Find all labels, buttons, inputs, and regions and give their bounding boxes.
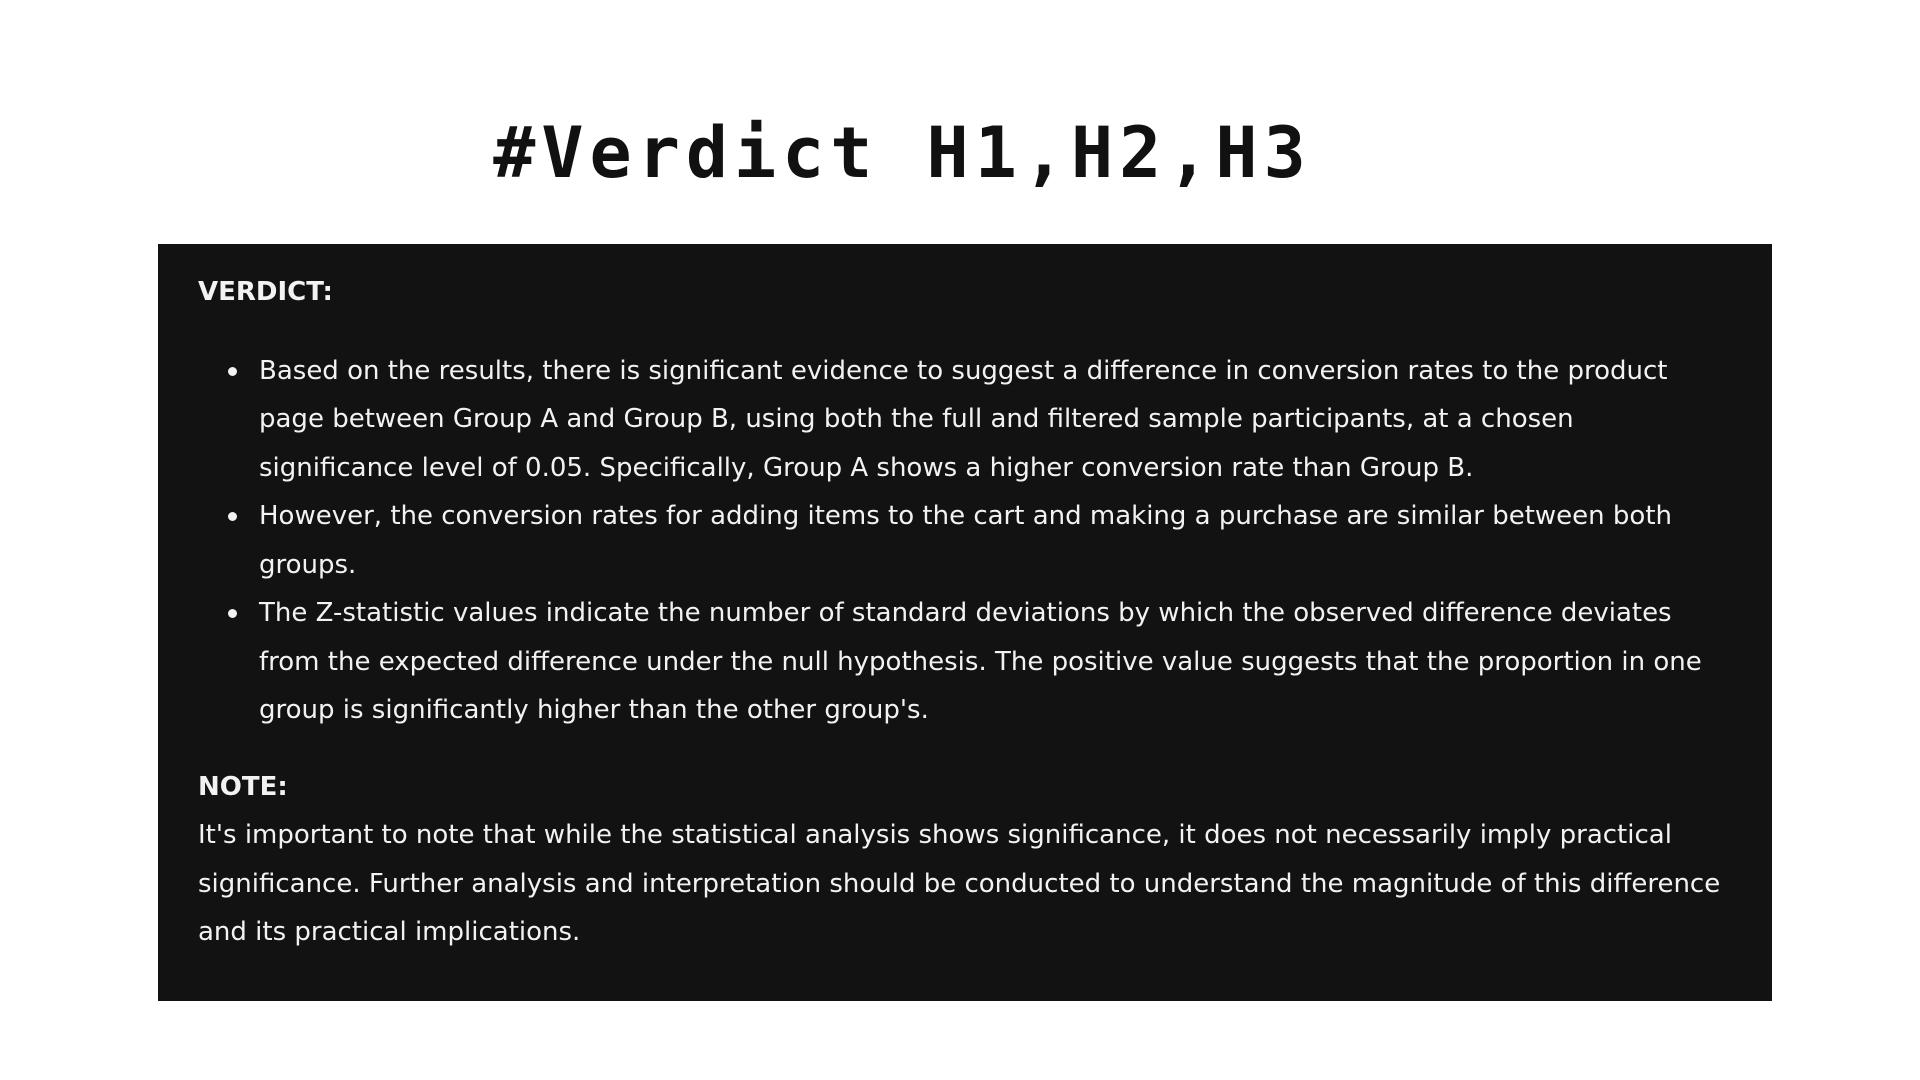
bullet-icon <box>228 512 237 521</box>
verdict-panel: VERDICT: Based on the results, there is … <box>158 244 1772 1001</box>
verdict-item: Based on the results, there is significa… <box>228 347 1732 493</box>
verdict-item: However, the conversion rates for adding… <box>228 492 1732 589</box>
verdict-item-text: However, the conversion rates for adding… <box>259 501 1673 580</box>
verdict-item-text: Based on the results, there is significa… <box>259 355 1668 483</box>
bullet-icon <box>228 366 237 376</box>
bullet-icon <box>228 609 237 618</box>
note-body: It's important to note that while the st… <box>198 820 1721 947</box>
verdict-item: The Z-statistic values indicate the numb… <box>228 589 1732 735</box>
note-heading: NOTE: <box>198 771 288 802</box>
verdict-list: Based on the results, there is significa… <box>198 347 1732 735</box>
verdict-heading: VERDICT: <box>198 277 333 307</box>
slide-title: #Verdict H1,H2,H3 <box>493 112 1312 194</box>
verdict-item-text: The Z-statistic values indicate the numb… <box>259 598 1702 725</box>
